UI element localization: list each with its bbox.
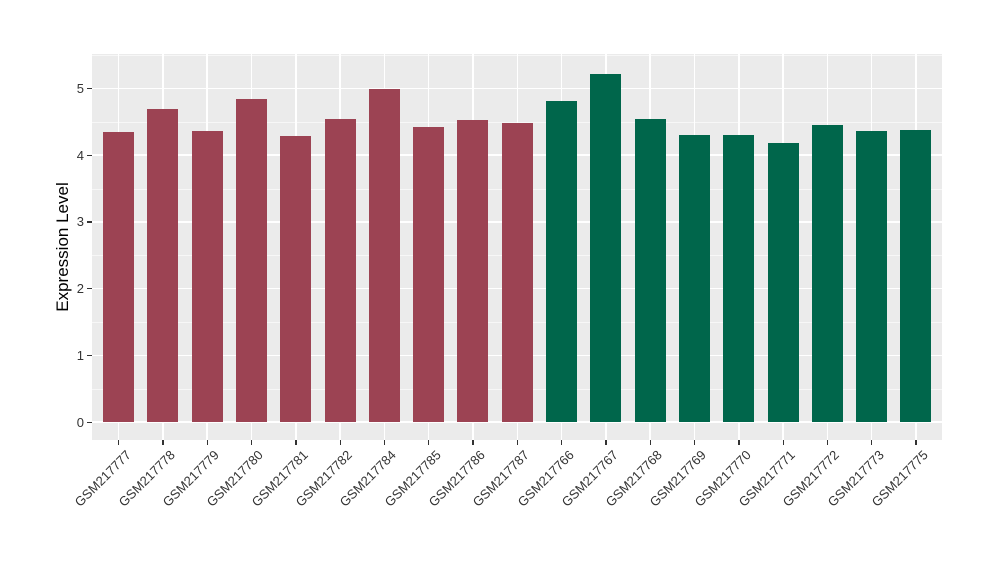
x-tick-GSM217768 — [649, 440, 651, 445]
y-tick-2 — [87, 288, 92, 290]
y-tick-4 — [87, 154, 92, 156]
x-tick-GSM217785 — [428, 440, 430, 445]
x-tick-GSM217779 — [206, 440, 208, 445]
x-tick-GSM217781 — [295, 440, 297, 445]
x-tick-GSM217786 — [472, 440, 474, 445]
x-tick-GSM217772 — [826, 440, 829, 445]
y-tick-label-1: 1 — [76, 347, 84, 363]
x-tick-GSM217771 — [782, 440, 784, 445]
bar-GSM217773 — [856, 131, 888, 422]
bar-GSM217775 — [900, 129, 932, 422]
y-tick-label-3: 3 — [76, 214, 84, 230]
bar-GSM217780 — [235, 99, 267, 422]
x-tick-GSM217778 — [162, 440, 164, 445]
x-tick-GSM217775 — [915, 440, 917, 445]
x-tick-GSM217784 — [383, 440, 386, 445]
y-tick-label-5: 5 — [76, 81, 84, 96]
bar-GSM217784 — [368, 89, 400, 422]
x-tick-GSM217777 — [118, 440, 120, 445]
y-tick-5 — [87, 88, 92, 90]
bar-GSM217766 — [546, 101, 578, 422]
y-tick-1 — [87, 354, 92, 357]
x-tick-GSM217766 — [561, 440, 563, 445]
bar-GSM217769 — [678, 135, 710, 422]
y-tick-3 — [87, 221, 92, 223]
bar-GSM217782 — [324, 119, 356, 422]
y-tick-label-2: 2 — [76, 281, 84, 297]
plot-panel — [92, 54, 942, 440]
x-tick-GSM217770 — [738, 440, 740, 445]
bar-GSM217781 — [280, 135, 312, 422]
bar-GSM217785 — [413, 126, 445, 422]
y-tick-label-0: 0 — [76, 414, 84, 430]
x-tick-GSM217773 — [871, 440, 873, 445]
bar-GSM217786 — [457, 119, 489, 422]
bar-GSM217770 — [723, 135, 755, 422]
bar-GSM217777 — [103, 131, 135, 422]
x-tick-GSM217769 — [693, 440, 696, 445]
y-tick-label-4: 4 — [76, 147, 84, 163]
bar-GSM217779 — [191, 130, 223, 422]
x-tick-GSM217782 — [339, 440, 341, 445]
bar-GSM217787 — [501, 122, 533, 422]
bar-GSM217767 — [590, 73, 622, 422]
bar-GSM217772 — [811, 124, 843, 422]
x-tick-GSM217787 — [516, 440, 519, 445]
x-tick-GSM217767 — [605, 440, 607, 445]
x-tick-GSM217780 — [250, 440, 253, 445]
y-tick-0 — [87, 421, 92, 423]
bar-GSM217768 — [634, 118, 666, 422]
bar-GSM217771 — [767, 143, 799, 422]
bar-GSM217778 — [147, 109, 179, 422]
